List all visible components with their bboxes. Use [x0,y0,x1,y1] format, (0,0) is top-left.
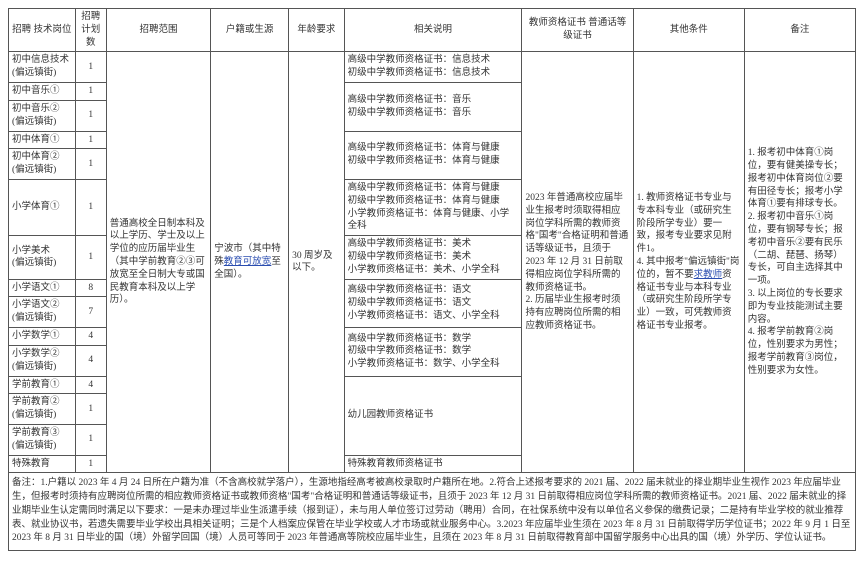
other-cell: 1. 教师资格证书专业与专本科专业（或研究生阶段所学专业）要一致，报考专业要求见… [633,52,744,473]
note-cell: 1. 报考初中体育①岗位，要有健美操专长；报考初中体育岗位②要有田径专长；报考小… [744,52,855,473]
pos-cell: 初中音乐②(偏远镇街) [9,100,76,131]
pos-cell: 小学语文① [9,279,76,297]
pos-cell: 初中体育②(偏远镇街) [9,149,76,180]
cnt-cell: 1 [75,100,106,131]
h-cert: 教师资格证书 普通话等级证书 [522,9,633,52]
desc-cell: 特殊教育教师资格证书 [344,455,522,473]
cnt-cell: 1 [75,179,106,235]
desc-cell: 高级中学教师资格证书：数学初级中学教师资格证书：数学小学教师资格证书：数学、小学… [344,328,522,376]
cnt-cell: 1 [75,394,106,425]
pos-cell: 小学语文②(偏远镇街) [9,297,76,328]
cnt-cell: 1 [75,455,106,473]
huji-cell: 宁波市（其中特殊教育可放宽至全国）。 [211,52,289,473]
pos-cell: 小学体育① [9,179,76,235]
h-note: 备注 [744,9,855,52]
pos-cell: 学前教育②(偏远镇街) [9,394,76,425]
h-range: 招聘范围 [106,9,210,52]
cnt-cell: 1 [75,236,106,279]
desc-cell: 高级中学教师资格证书：语文初级中学教师资格证书：语文小学教师资格证书：语文、小学… [344,279,522,327]
h-cnt: 招聘 计划数 [75,9,106,52]
header-row: 招聘 技术岗位 招聘 计划数 招聘范围 户籍或生源 年龄要求 相关说明 教师资格… [9,9,856,52]
desc-cell: 幼儿园教师资格证书 [344,376,522,455]
cnt-cell: 1 [75,149,106,180]
range-cell: 普通高校全日制本科及以上学历、学士及以上学位的应历届毕业生（其中学前教育②③可放… [106,52,210,473]
pos-cell: 小学美术(偏远镇街) [9,236,76,279]
pos-cell: 初中体育① [9,131,76,149]
pos-cell: 初中音乐① [9,83,76,101]
recruitment-table: 招聘 技术岗位 招聘 计划数 招聘范围 户籍或生源 年龄要求 相关说明 教师资格… [8,8,856,551]
pos-cell: 小学数学②(偏远镇街) [9,345,76,376]
cnt-cell: 7 [75,297,106,328]
footnote: 备注：1.户籍以 2023 年 4 月 24 日所在户籍为准（不含高校就学落户）… [9,473,856,551]
cnt-cell: 4 [75,345,106,376]
age-cell: 30 周岁及以下。 [289,52,345,473]
h-other: 其他条件 [633,9,744,52]
desc-cell: 高级中学教师资格证书：信息技术初级中学教师资格证书：信息技术 [344,52,522,83]
cnt-cell: 1 [75,424,106,455]
cnt-cell: 1 [75,52,106,83]
desc-cell: 高级中学教师资格证书：美术初级中学教师资格证书：美术小学教师资格证书：美术、小学… [344,236,522,279]
cnt-cell: 4 [75,328,106,346]
cert-cell: 2023 年普通高校应届毕业生报考时须取得相应岗位学科所需的教师资格"国考"合格… [522,52,633,473]
cnt-cell: 1 [75,83,106,101]
desc-cell: 高级中学教师资格证书：体育与健康初级中学教师资格证书：体育与健康小学教师资格证书… [344,179,522,235]
pos-cell: 学前教育① [9,376,76,394]
h-pos: 招聘 技术岗位 [9,9,76,52]
pos-cell: 小学数学① [9,328,76,346]
desc-cell: 高级中学教师资格证书：体育与健康初级中学教师资格证书：体育与健康 [344,131,522,179]
cnt-cell: 4 [75,376,106,394]
desc-cell: 高级中学教师资格证书：音乐初级中学教师资格证书：音乐 [344,83,522,131]
table-row: 初中信息技术(偏远镇街)1普通高校全日制本科及以上学历、学士及以上学位的应历届毕… [9,52,856,83]
h-desc: 相关说明 [344,9,522,52]
pos-cell: 初中信息技术(偏远镇街) [9,52,76,83]
h-huji: 户籍或生源 [211,9,289,52]
pos-cell: 学前教育③(偏远镇街) [9,424,76,455]
cnt-cell: 8 [75,279,106,297]
pos-cell: 特殊教育 [9,455,76,473]
h-age: 年龄要求 [289,9,345,52]
cnt-cell: 1 [75,131,106,149]
